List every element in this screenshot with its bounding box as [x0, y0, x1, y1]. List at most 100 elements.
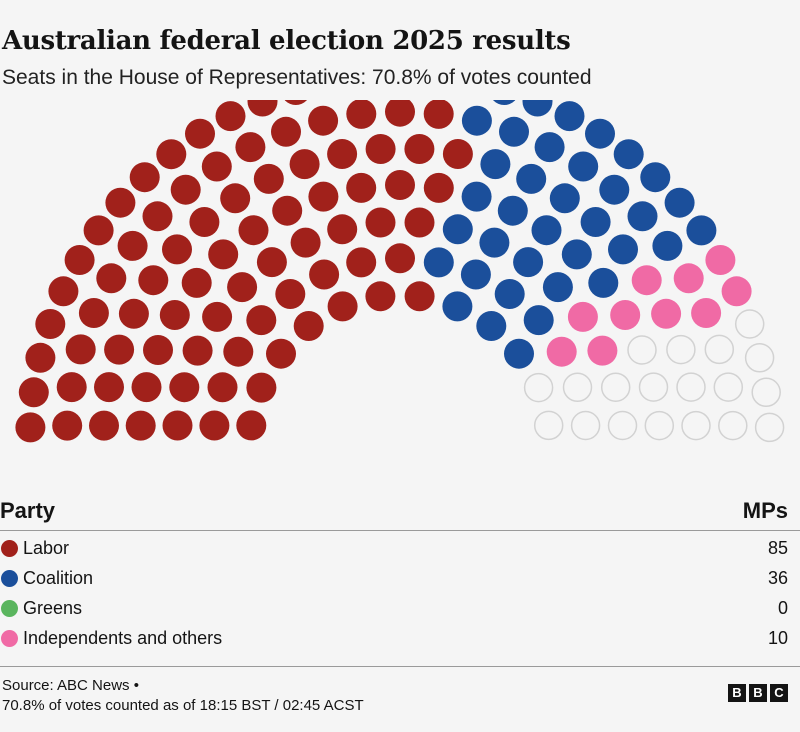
seat-labor [271, 116, 301, 147]
seat-independents [651, 298, 682, 329]
seat-coalition [542, 272, 573, 303]
party-column-header: Party [0, 498, 56, 523]
seat-coalition [494, 279, 525, 309]
seat-labor [185, 118, 215, 149]
mps-column-header: MPs [742, 498, 788, 523]
seat-coalition [585, 118, 615, 149]
seat-labor [64, 245, 95, 275]
seat-undeclared [704, 334, 735, 365]
seat-labor [117, 230, 148, 261]
seat-labor [159, 300, 190, 330]
seat-labor [48, 276, 79, 307]
seat-independents [721, 276, 752, 307]
seat-labor [129, 162, 160, 193]
logo-letter: B [728, 684, 746, 702]
seat-undeclared [607, 410, 638, 441]
party-mps: 85 [767, 538, 788, 558]
seat-labor [247, 100, 278, 117]
seat-labor [246, 372, 277, 403]
seat-undeclared [644, 410, 675, 441]
party-name: Coalition [23, 568, 94, 588]
seat-labor [182, 335, 213, 366]
seat-labor [142, 201, 173, 232]
seat-labor [235, 132, 266, 163]
seat-labor [83, 215, 114, 246]
seat-labor [199, 410, 230, 441]
seat-labor [293, 311, 324, 341]
seat-labor [404, 134, 435, 164]
seat-coalition [516, 163, 547, 194]
seat-labor [105, 187, 136, 218]
coalition-swatch [1, 570, 18, 587]
seat-labor [272, 195, 303, 226]
party-name: Labor [23, 538, 70, 558]
seat-coalition [549, 183, 580, 214]
party-mps: 36 [767, 568, 788, 588]
seat-coalition [442, 291, 473, 322]
seat-labor [118, 298, 149, 329]
seat-undeclared [744, 343, 775, 373]
seat-labor [56, 372, 87, 403]
seat-labor [266, 338, 296, 369]
source-note: Source: ABC News • [2, 677, 139, 694]
seat-labor [156, 139, 187, 170]
seat-labor [284, 100, 307, 105]
seat-undeclared [533, 410, 564, 441]
seat-coalition [561, 239, 592, 270]
seat-undeclared [751, 377, 781, 408]
seat-labor [18, 377, 49, 408]
seat-labor [94, 372, 124, 403]
seat-labor [308, 181, 339, 212]
seat-coalition [554, 101, 585, 132]
seat-labor [385, 243, 415, 274]
seat-coalition [480, 149, 511, 180]
seat-labor [385, 170, 415, 200]
seat-coalition [513, 247, 544, 278]
seat-labor [189, 207, 220, 237]
seat-undeclared [676, 372, 706, 402]
seat-coalition [499, 116, 529, 147]
seat-coalition [476, 311, 507, 341]
seat-coalition [627, 201, 658, 232]
seat-coalition [613, 139, 644, 170]
seat-labor [220, 183, 251, 214]
logo-letter: B [749, 684, 767, 702]
seat-coalition [442, 214, 473, 245]
seat-labor [442, 139, 473, 169]
labor-swatch [1, 540, 18, 557]
seat-independents [673, 263, 704, 294]
seat-undeclared [600, 372, 631, 402]
seat-undeclared [718, 410, 748, 441]
seat-coalition [493, 100, 516, 105]
seat-labor [35, 309, 66, 339]
seat-labor [78, 298, 109, 328]
seat-independents [691, 298, 722, 328]
seat-labor [104, 334, 135, 365]
seat-undeclared [627, 335, 657, 365]
independents-swatch [1, 630, 18, 647]
seat-coalition [461, 105, 492, 136]
seat-labor [238, 215, 269, 246]
seat-undeclared [523, 372, 554, 403]
seat-coalition [664, 187, 695, 218]
seat-coalition [504, 338, 534, 369]
seat-coalition [599, 174, 630, 205]
seat-coalition [522, 100, 553, 117]
hemicycle-chart [15, 100, 785, 443]
seat-labor [236, 410, 267, 441]
legend-row-greens: Greens 0 [0, 594, 800, 624]
seat-coalition [523, 305, 554, 336]
seat-labor [162, 410, 193, 441]
seat-undeclared [638, 372, 669, 402]
seat-labor [227, 272, 258, 303]
seat-labor [256, 247, 287, 278]
seat-undeclared [734, 309, 765, 339]
seat-independents [631, 265, 662, 296]
party-name: Independents and others [23, 628, 223, 648]
seat-labor [327, 214, 358, 245]
seat-labor [327, 139, 358, 169]
seat-labor [52, 410, 83, 441]
seat-undeclared [562, 372, 593, 403]
seat-labor [223, 336, 254, 367]
seat-undeclared [754, 412, 785, 443]
